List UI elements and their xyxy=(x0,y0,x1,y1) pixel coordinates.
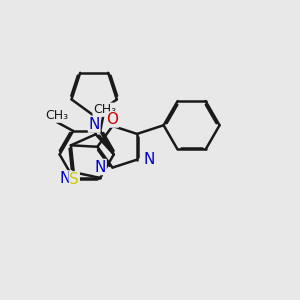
Text: O: O xyxy=(106,112,119,127)
Text: N: N xyxy=(95,160,106,175)
Text: CH₃: CH₃ xyxy=(45,109,68,122)
Text: N: N xyxy=(59,171,71,186)
Text: N: N xyxy=(143,152,155,166)
Text: N: N xyxy=(88,117,100,132)
Text: CH₃: CH₃ xyxy=(93,103,116,116)
Text: S: S xyxy=(70,172,79,187)
